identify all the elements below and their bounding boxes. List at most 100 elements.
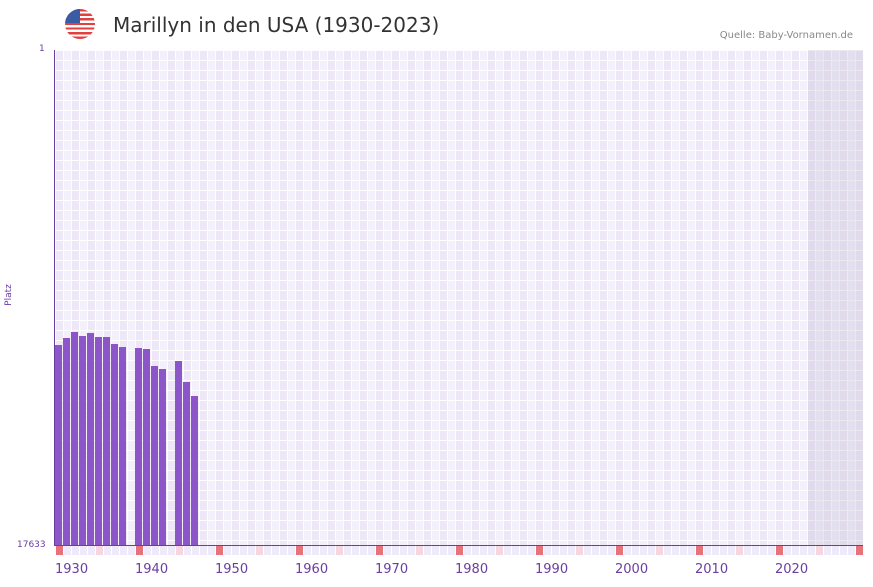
year-marker [232, 546, 239, 555]
year-marker [672, 546, 679, 555]
year-marker [352, 546, 359, 555]
year-marker [592, 546, 599, 555]
year-marker [800, 546, 807, 555]
year-marker [840, 546, 847, 555]
year-marker [296, 546, 303, 555]
bar-1940[interactable] [135, 347, 142, 545]
year-marker [720, 546, 727, 555]
year-marker [776, 546, 783, 555]
year-marker [344, 546, 351, 555]
year-marker [624, 546, 631, 555]
bar-1945[interactable] [175, 361, 182, 545]
year-marker [96, 546, 103, 555]
x-tick-1980: 1980 [455, 562, 489, 577]
year-marker [328, 546, 335, 555]
year-marker [736, 546, 743, 555]
year-marker [152, 546, 159, 555]
year-marker [128, 546, 135, 555]
year-marker [760, 546, 767, 555]
bar-1942[interactable] [151, 366, 158, 545]
bar-1933[interactable] [79, 336, 86, 545]
year-marker [824, 546, 831, 555]
year-marker [408, 546, 415, 555]
year-marker [688, 546, 695, 555]
year-marker [552, 546, 559, 555]
bar-1941[interactable] [143, 348, 150, 545]
bar-1932[interactable] [71, 332, 78, 545]
year-marker [400, 546, 407, 555]
year-marker [536, 546, 543, 555]
year-marker [520, 546, 527, 555]
year-marker [496, 546, 503, 555]
bar-1930[interactable] [55, 345, 62, 545]
year-marker [432, 546, 439, 555]
year-marker [224, 546, 231, 555]
year-marker [600, 546, 607, 555]
year-marker [528, 546, 535, 555]
bar-1934[interactable] [87, 332, 94, 545]
year-marker [416, 546, 423, 555]
future-shade [808, 50, 863, 545]
bar-1931[interactable] [63, 338, 70, 545]
bar-1946[interactable] [183, 382, 190, 545]
bar-1937[interactable] [111, 343, 118, 545]
x-tick-2000: 2000 [615, 562, 649, 577]
year-marker [704, 546, 711, 555]
year-marker [848, 546, 855, 555]
year-marker [512, 546, 519, 555]
year-marker [200, 546, 207, 555]
y-top-label: 1 [39, 44, 45, 54]
year-marker [80, 546, 87, 555]
year-marker [168, 546, 175, 555]
year-marker [568, 546, 575, 555]
year-marker [248, 546, 255, 555]
year-marker [320, 546, 327, 555]
year-marker [216, 546, 223, 555]
year-marker [784, 546, 791, 555]
chart-title: Marillyn in den USA (1930-2023) [113, 13, 440, 37]
y-axis-line [54, 50, 55, 546]
year-marker [440, 546, 447, 555]
year-marker [120, 546, 127, 555]
year-marker [424, 546, 431, 555]
year-marker [392, 546, 399, 555]
bar-1947[interactable] [191, 396, 198, 545]
year-marker [608, 546, 615, 555]
year-marker [464, 546, 471, 555]
year-marker [192, 546, 199, 555]
year-marker [176, 546, 183, 555]
year-marker [264, 546, 271, 555]
x-tick-2020: 2020 [775, 562, 809, 577]
bar-1936[interactable] [103, 336, 110, 545]
y-bottom-label: 17633 [17, 540, 46, 550]
year-marker [288, 546, 295, 555]
year-marker [72, 546, 79, 555]
year-marker [680, 546, 687, 555]
source-label: Quelle: Baby-Vornamen.de [719, 30, 853, 41]
year-marker [664, 546, 671, 555]
year-marker [336, 546, 343, 555]
bar-1935[interactable] [95, 336, 102, 545]
year-marker [640, 546, 647, 555]
year-marker [816, 546, 823, 555]
bar-1943[interactable] [159, 368, 166, 545]
year-marker [696, 546, 703, 555]
year-marker [312, 546, 319, 555]
year-marker [792, 546, 799, 555]
year-marker [768, 546, 775, 555]
bar-1938[interactable] [119, 347, 126, 545]
year-marker [360, 546, 367, 555]
year-marker [104, 546, 111, 555]
y-axis-title: Platz [3, 284, 14, 306]
year-marker [712, 546, 719, 555]
year-marker [488, 546, 495, 555]
year-marker [136, 546, 143, 555]
year-marker [56, 546, 63, 555]
x-tick-1990: 1990 [535, 562, 569, 577]
year-marker [384, 546, 391, 555]
year-marker [544, 546, 551, 555]
year-marker [88, 546, 95, 555]
x-tick-1930: 1930 [55, 562, 89, 577]
year-marker-strip [55, 546, 863, 555]
year-marker [448, 546, 455, 555]
